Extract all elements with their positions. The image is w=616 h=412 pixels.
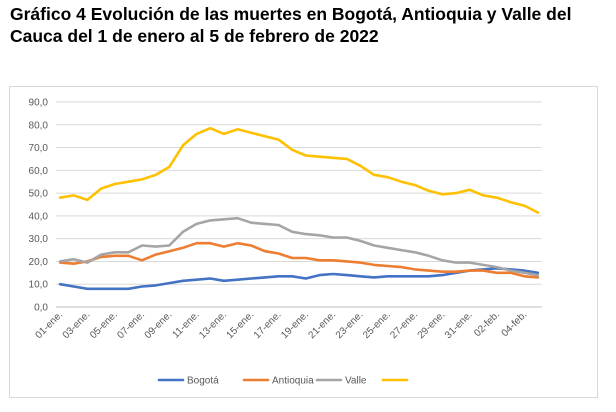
- x-tick-label: 01-ene.: [33, 309, 65, 341]
- x-tick-label: 05-ene.: [88, 309, 120, 341]
- x-tick-label: 31-ene.: [443, 309, 475, 341]
- x-tick-label: 13-ene.: [197, 309, 229, 341]
- y-tick-label: 10,0: [29, 280, 49, 291]
- y-tick-label: 80,0: [29, 120, 49, 131]
- y-tick-label: 40,0: [29, 211, 49, 222]
- x-tick-label: 09-ene.: [143, 309, 175, 341]
- x-tick-label: 11-ene.: [170, 309, 201, 340]
- x-tick-label: 07-ene.: [115, 309, 147, 341]
- x-tick-label: 29-ene.: [416, 309, 448, 341]
- y-tick-label: 70,0: [29, 143, 49, 154]
- x-tick-label: 04-feb.: [500, 309, 530, 339]
- y-tick-label: 0,0: [34, 303, 48, 314]
- x-tick-label: 23-ene.: [334, 309, 366, 341]
- x-tick-label: 02-feb.: [472, 309, 502, 339]
- y-tick-label: 20,0: [29, 257, 49, 268]
- x-tick-label: 19-ene.: [279, 309, 311, 341]
- y-tick-label: 30,0: [29, 234, 49, 245]
- series-line-valle: [58, 216, 540, 277]
- x-tick-label: 03-ene.: [61, 309, 93, 341]
- x-tick-label: 27-ene.: [388, 309, 420, 341]
- x-tick-label: 25-ene.: [361, 309, 393, 341]
- x-tick-label: 21-ene.: [306, 309, 338, 341]
- series-line-antioquia: [58, 241, 540, 279]
- chart-title: Gráfico 4 Evolución de las muertes en Bo…: [10, 4, 572, 46]
- y-tick-label: 60,0: [29, 166, 49, 177]
- x-tick-label: 17-ene.: [252, 309, 284, 341]
- legend-label: Bogotá: [187, 376, 219, 387]
- series-line-series-4: [58, 126, 540, 214]
- chart-frame: [9, 86, 598, 398]
- y-tick-label: 50,0: [29, 189, 49, 200]
- y-tick-label: 90,0: [29, 98, 49, 109]
- legend-label: Valle: [345, 376, 367, 387]
- x-tick-label: 15-ene.: [225, 309, 257, 341]
- legend-label: Antioquia: [272, 376, 314, 387]
